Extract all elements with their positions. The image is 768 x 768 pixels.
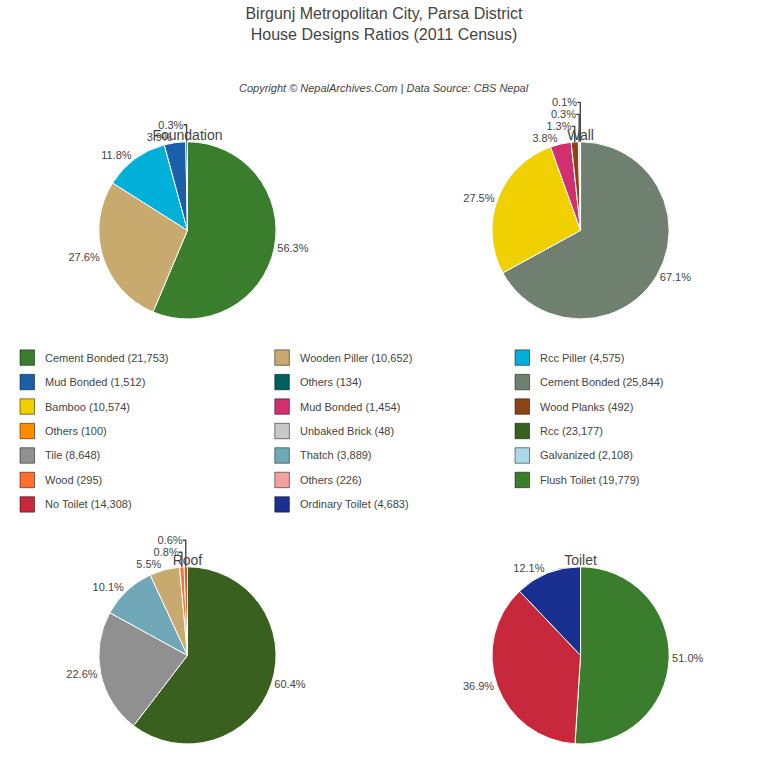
svg-text:3.8%: 3.8% [532,132,557,144]
svg-text:36.9%: 36.9% [463,680,494,692]
svg-text:Others (134): Others (134) [300,376,362,388]
svg-text:Unbaked Brick (48): Unbaked Brick (48) [300,425,394,437]
svg-text:22.6%: 22.6% [66,668,97,680]
svg-text:Thatch (3,889): Thatch (3,889) [300,449,372,461]
svg-text:12.1%: 12.1% [513,562,544,574]
svg-text:10.1%: 10.1% [93,581,124,593]
svg-text:Tile (8,648): Tile (8,648) [45,449,100,461]
svg-text:60.4%: 60.4% [274,678,305,690]
svg-text:Wood (295): Wood (295) [45,474,102,486]
svg-text:27.6%: 27.6% [68,251,99,263]
svg-text:Wooden Piller (10,652): Wooden Piller (10,652) [300,352,412,364]
svg-text:Cement Bonded (25,844): Cement Bonded (25,844) [540,376,664,388]
svg-text:0.8%: 0.8% [154,546,179,558]
svg-text:11.8%: 11.8% [101,149,132,161]
svg-text:Roof: Roof [173,552,203,568]
svg-text:Copyright © NepalArchives.Com: Copyright © NepalArchives.Com | Data Sou… [239,82,529,94]
svg-text:5.5%: 5.5% [136,558,161,570]
svg-text:Others (100): Others (100) [45,425,107,437]
svg-text:Rcc Piller (4,575): Rcc Piller (4,575) [540,352,624,364]
svg-text:0.3%: 0.3% [158,119,183,131]
svg-text:56.3%: 56.3% [277,242,308,254]
svg-text:Wall: Wall [567,127,594,143]
svg-text:Galvanized (2,108): Galvanized (2,108) [540,449,633,461]
svg-text:Foundation: Foundation [152,127,222,143]
svg-text:Mud Bonded (1,454): Mud Bonded (1,454) [300,401,400,413]
svg-text:Flush Toilet (19,779): Flush Toilet (19,779) [540,474,639,486]
svg-text:27.5%: 27.5% [463,192,494,204]
svg-text:Wood Planks (492): Wood Planks (492) [540,401,633,413]
svg-text:Mud Bonded (1,512): Mud Bonded (1,512) [45,376,145,388]
svg-text:Toilet: Toilet [564,552,597,568]
svg-text:Bamboo (10,574): Bamboo (10,574) [45,401,130,413]
svg-text:0.3%: 0.3% [551,108,576,120]
svg-text:Cement Bonded (21,753): Cement Bonded (21,753) [45,352,169,364]
svg-text:Rcc (23,177): Rcc (23,177) [540,425,603,437]
svg-text:0.1%: 0.1% [552,96,577,108]
svg-text:3.9%: 3.9% [147,131,172,143]
svg-text:51.0%: 51.0% [672,652,703,664]
svg-text:0.6%: 0.6% [157,534,182,546]
svg-text:1.3%: 1.3% [546,120,571,132]
svg-text:Others (226): Others (226) [300,474,362,486]
svg-text:Ordinary Toilet (4,683): Ordinary Toilet (4,683) [300,498,409,510]
svg-text:67.1%: 67.1% [660,271,691,283]
svg-text:No Toilet (14,308): No Toilet (14,308) [45,498,132,510]
svg-text:Birgunj Metropolitan City, Par: Birgunj Metropolitan City, Parsa Distric… [245,5,523,43]
